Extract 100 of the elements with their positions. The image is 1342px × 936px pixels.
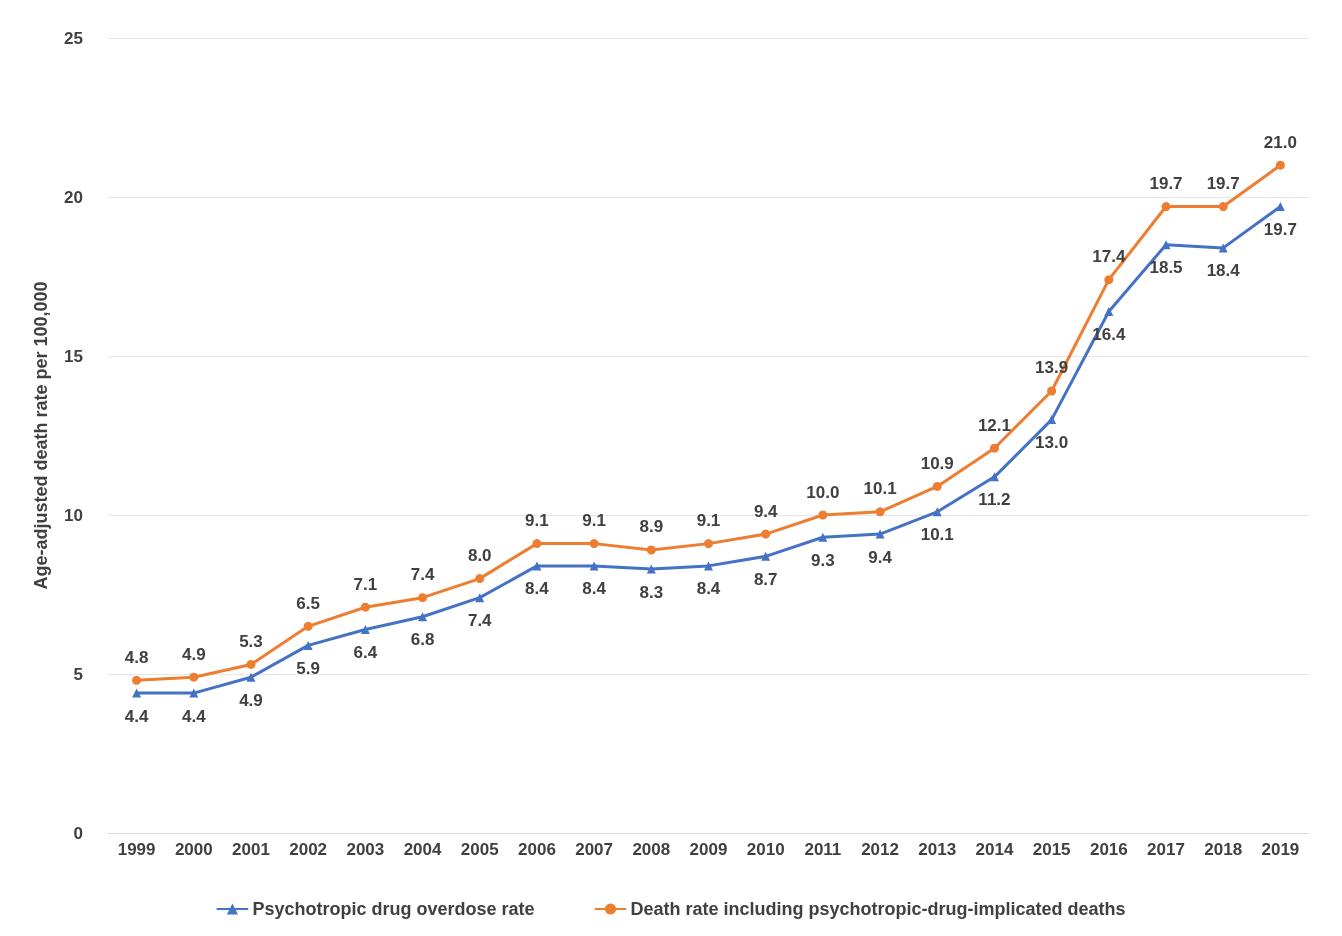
x-tick-label: 2017	[1147, 840, 1185, 859]
x-tick-label: 2010	[746, 840, 785, 859]
point	[1104, 306, 1114, 316]
data-label: 8.9	[639, 517, 664, 537]
y-tick-label: 10	[64, 505, 83, 525]
point	[246, 672, 256, 682]
point	[132, 675, 142, 685]
data-label: 6.8	[410, 630, 435, 650]
point	[303, 621, 313, 631]
data-label: 7.4	[467, 611, 493, 631]
x-tick-label: 2009	[689, 840, 728, 859]
point	[1047, 386, 1057, 396]
point	[360, 602, 370, 612]
data-label: 8.4	[582, 579, 607, 599]
point	[875, 507, 885, 517]
data-label: 18.4	[1206, 261, 1241, 281]
point	[704, 561, 713, 571]
data-label: 19.7	[1149, 174, 1183, 194]
point	[1047, 415, 1057, 425]
data-label: 4.9	[181, 644, 206, 664]
data-label: 13.0	[1035, 433, 1069, 453]
point	[418, 593, 428, 603]
x-tick-label: 2012	[861, 840, 899, 859]
data-label: 8.7	[753, 569, 778, 589]
point	[875, 529, 885, 539]
data-label: 4.4	[181, 706, 207, 726]
y-tick-label: 5	[73, 664, 83, 684]
data-label: 8.4	[525, 579, 550, 599]
x-tick-label: 2015	[1032, 840, 1071, 859]
data-label: 9.1	[696, 511, 721, 531]
x-tick-label: 2006	[518, 840, 556, 859]
point	[532, 539, 542, 549]
x-tick-label: 2016	[1089, 840, 1128, 859]
point	[1275, 160, 1285, 170]
x-tick-label: 2011	[804, 840, 842, 859]
data-label: 9.4	[753, 501, 779, 521]
point	[704, 539, 713, 549]
point	[646, 564, 656, 574]
x-tick-label: 2007	[575, 840, 614, 859]
point	[818, 510, 828, 520]
data-label: 5.3	[239, 631, 263, 651]
x-tick-label: 2008	[632, 840, 671, 859]
data-label: 8.0	[467, 546, 492, 566]
point	[761, 551, 771, 561]
x-tick-label: 1999	[117, 840, 156, 859]
data-label: 11.2	[978, 490, 1011, 510]
legend-label: Psychotropic drug overdose rate	[252, 899, 535, 919]
x-tick-label: 2002	[289, 840, 328, 859]
x-tick-label: 2005	[460, 840, 499, 859]
y-tick-label: 0	[73, 823, 83, 843]
x-tick-label: 2000	[174, 840, 213, 859]
point	[418, 612, 428, 622]
point	[475, 574, 485, 584]
point	[1161, 202, 1171, 212]
data-label: 18.5	[1149, 258, 1183, 278]
data-label: 19.7	[1263, 220, 1297, 240]
data-label: 21.0	[1263, 132, 1297, 152]
data-label: 6.5	[296, 593, 320, 613]
x-tick-label: 2018	[1204, 840, 1243, 859]
data-label: 9.1	[582, 511, 606, 531]
data-label: 17.4	[1092, 247, 1126, 267]
point	[360, 624, 370, 634]
point	[761, 529, 771, 539]
point	[1161, 240, 1171, 250]
data-label: 8.3	[639, 582, 664, 602]
point	[589, 539, 599, 549]
data-label: 8.4	[696, 579, 721, 599]
data-label: 4.9	[239, 690, 263, 710]
point	[646, 545, 656, 555]
data-label: 19.7	[1206, 174, 1240, 194]
data-label: 10.0	[806, 482, 840, 502]
point	[246, 659, 256, 669]
point	[818, 532, 828, 542]
data-label: 4.8	[124, 647, 149, 667]
point	[989, 443, 999, 453]
data-label: 10.1	[863, 479, 897, 499]
point	[932, 481, 942, 491]
legend-label: Death rate including psychotropic-drug-implicated deaths	[630, 899, 1126, 919]
data-label: 4.4	[124, 706, 149, 726]
x-tick-label: 2001	[232, 840, 270, 859]
point	[132, 688, 142, 698]
data-label: 9.4	[868, 547, 893, 567]
point	[1104, 275, 1114, 285]
data-label: 9.1	[525, 511, 549, 531]
x-tick-label: 2013	[918, 840, 957, 859]
data-label: 9.3	[811, 550, 835, 570]
x-tick-label: 2019	[1261, 840, 1300, 859]
point	[1218, 202, 1228, 212]
data-label: 7.4	[410, 565, 435, 585]
data-label: 7.1	[353, 574, 378, 594]
point	[189, 672, 199, 682]
data-label: 6.4	[353, 642, 378, 662]
data-label: 12.1	[977, 415, 1011, 435]
x-tick-label: 2014	[975, 840, 1014, 859]
y-tick-label: 15	[64, 346, 83, 366]
data-label: 10.9	[920, 453, 954, 473]
y-tick-label: 25	[64, 28, 83, 48]
point	[189, 688, 199, 698]
point	[303, 640, 313, 650]
x-tick-label: 2003	[346, 840, 385, 859]
